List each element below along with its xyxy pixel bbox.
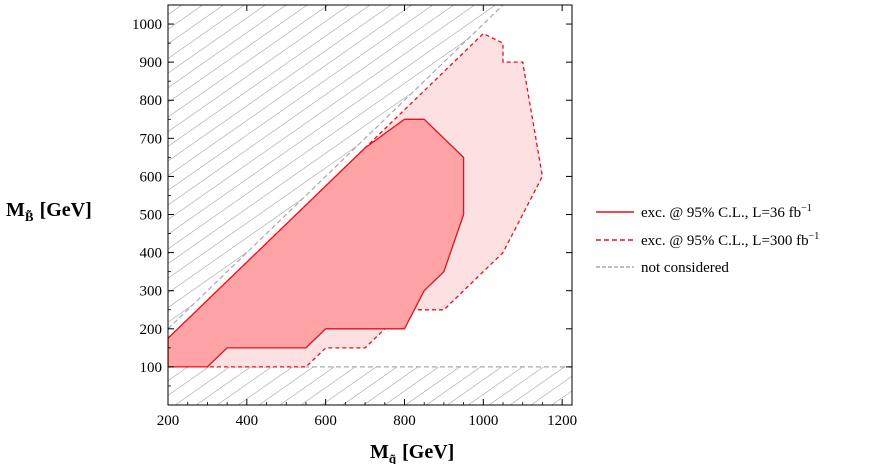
boundary-line-diagonal: [168, 5, 504, 330]
y-tick-label: 200: [140, 322, 163, 338]
x-tick-label: 600: [314, 413, 337, 429]
x-tick-label: 400: [236, 413, 259, 429]
x-axis-label: Mq̃ [GeV]: [370, 441, 454, 464]
y-tick-label: 400: [140, 246, 163, 262]
legend-item-l36: exc. @ 95% C.L., L=36 fb−1: [596, 203, 812, 221]
legend-item-l300: exc. @ 95% C.L., L=300 fb−1: [596, 231, 819, 249]
y-axis: 100 200 300 400 500 600 700 800 900 1000: [132, 17, 572, 387]
y-axis-label: MB̃ [GeV]: [6, 199, 92, 224]
hatched-region-y-lt-100: [168, 366, 572, 405]
y-tick-label: 700: [140, 131, 163, 147]
x-tick-label: 1200: [547, 413, 577, 429]
legend: exc. @ 95% C.L., L=36 fb−1 exc. @ 95% C.…: [596, 203, 819, 276]
plot-frame: [167, 4, 573, 406]
x-tick-label: 800: [393, 413, 416, 429]
legend-label-l300: exc. @ 95% C.L., L=300 fb−1: [641, 231, 819, 249]
x-tick-label: 200: [157, 413, 180, 429]
exclusion-contour-1: [168, 118, 465, 368]
y-tick-label: 500: [140, 208, 163, 224]
legend-label-not-considered: not considered: [641, 260, 729, 276]
legend-item-not-considered: not considered: [596, 260, 729, 276]
y-tick-label: 100: [140, 360, 163, 376]
exclusion-contour-0: [168, 32, 544, 368]
legend-label-l36: exc. @ 95% C.L., L=36 fb−1: [641, 203, 812, 221]
x-tick-label: 1000: [468, 413, 498, 429]
x-axis: 200 400 600 800 1000 1200: [157, 5, 577, 429]
exclusion-fill-1: [168, 119, 464, 367]
y-tick-label: 800: [140, 93, 163, 109]
y-tick-label: 1000: [132, 17, 162, 33]
hatched-region-y-gt-x: [168, 5, 504, 329]
y-tick-label: 300: [140, 284, 163, 300]
not-considered-regions: [168, 5, 572, 405]
y-tick-label: 900: [140, 55, 163, 71]
exclusion-regions: [168, 32, 544, 368]
y-tick-label: 600: [140, 169, 163, 185]
